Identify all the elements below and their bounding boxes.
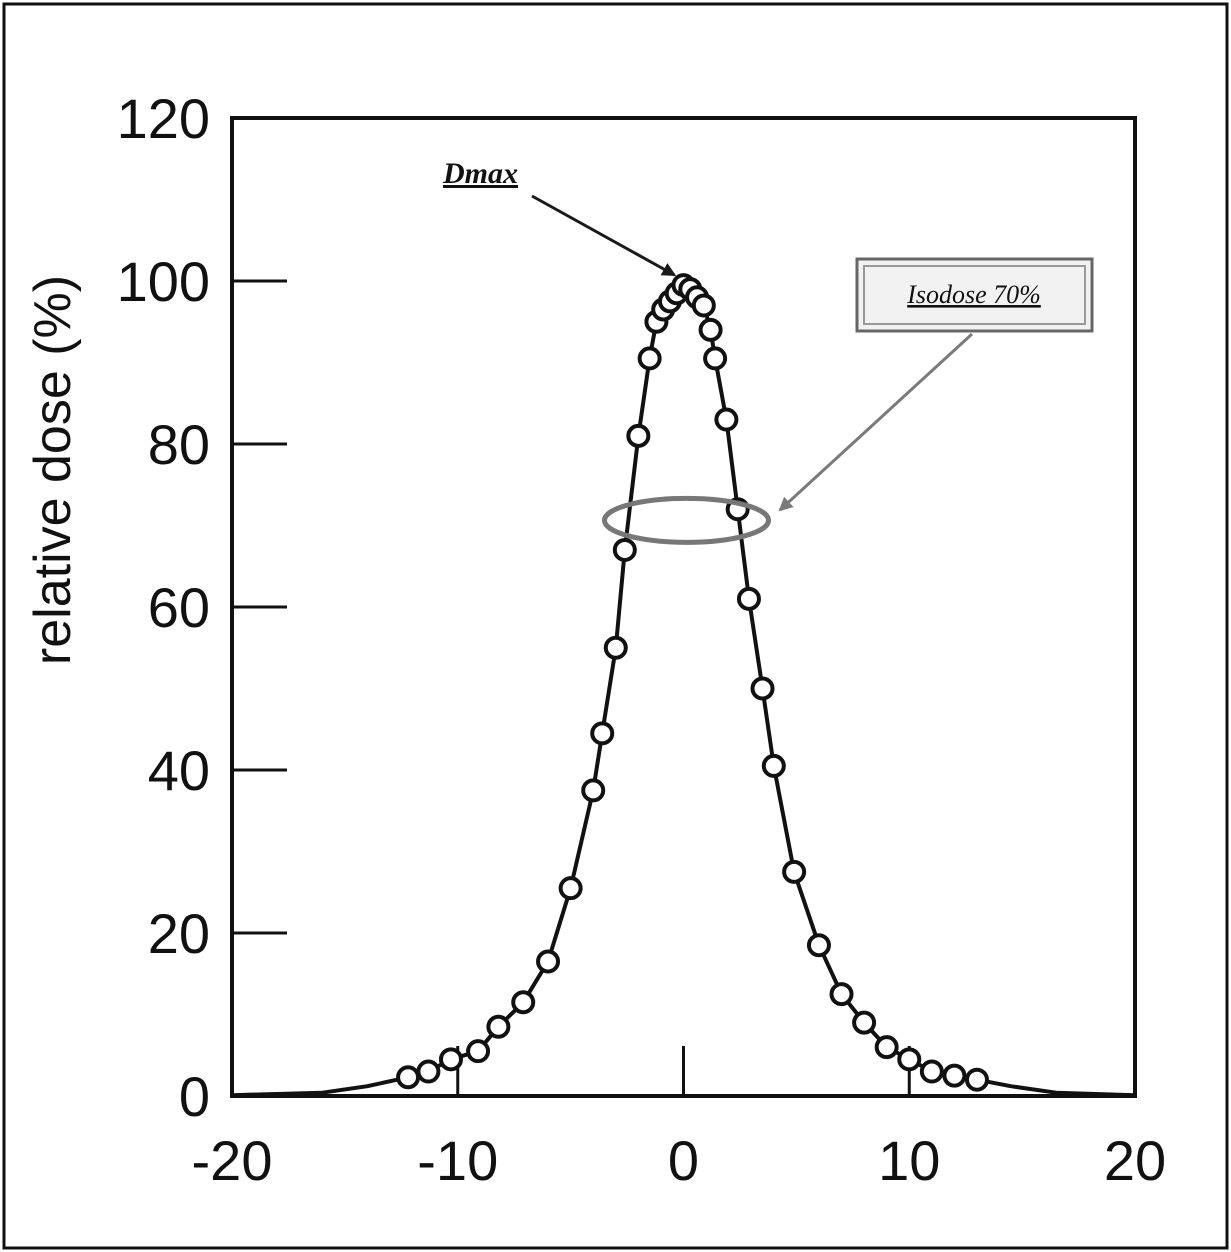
data-point bbox=[782, 859, 807, 884]
y-tick-label: 0 bbox=[179, 1065, 210, 1128]
data-point bbox=[691, 293, 716, 318]
isodose-label-box bbox=[855, 257, 1094, 333]
data-point bbox=[558, 876, 583, 901]
x-tick-label: 0 bbox=[668, 1129, 699, 1192]
data-point bbox=[874, 1035, 899, 1060]
data-point bbox=[603, 635, 628, 660]
isodose-arrow bbox=[778, 332, 974, 512]
y-tick-label: 40 bbox=[148, 739, 210, 802]
data-point bbox=[612, 537, 637, 562]
data-point bbox=[416, 1059, 441, 1084]
data-point bbox=[829, 982, 854, 1007]
labels: 0 20 40 60 80 100 120 -20 -10 0 10 20 bbox=[117, 87, 1167, 1192]
data-point bbox=[396, 1065, 421, 1090]
isodose-annotation-label: Isodose 70% bbox=[906, 280, 1041, 309]
data-point bbox=[897, 1047, 922, 1072]
data-point bbox=[466, 1039, 491, 1064]
x-tick-label: 10 bbox=[878, 1129, 940, 1192]
data-point bbox=[852, 1010, 877, 1035]
annotations: Dmax Isodose 70% bbox=[442, 157, 1094, 545]
data-point bbox=[750, 676, 775, 701]
data-point bbox=[736, 586, 761, 611]
isodose-label-box-inner bbox=[863, 265, 1086, 325]
data-point bbox=[714, 407, 739, 432]
y-axis-title: relative dose (%) bbox=[24, 275, 82, 665]
data-point bbox=[761, 753, 786, 778]
data-point bbox=[942, 1063, 967, 1088]
data-point bbox=[703, 346, 728, 371]
isodose-70-ellipse bbox=[602, 495, 771, 545]
data-point bbox=[438, 1047, 463, 1072]
dmax-annotation-label: Dmax bbox=[442, 157, 518, 190]
y-tick-label: 20 bbox=[148, 902, 210, 965]
data-point bbox=[590, 721, 615, 746]
y-tick-label: 120 bbox=[117, 87, 210, 150]
fit-line bbox=[231, 283, 1136, 1098]
data-point bbox=[626, 423, 651, 448]
data-point bbox=[536, 949, 561, 974]
data-point bbox=[698, 317, 723, 342]
data-point bbox=[486, 1014, 511, 1039]
y-tick-label: 80 bbox=[148, 413, 210, 476]
data-point bbox=[806, 933, 831, 958]
data-point bbox=[919, 1059, 944, 1084]
data-points bbox=[396, 273, 989, 1092]
fit-curve bbox=[231, 283, 1136, 1098]
dmax-arrow bbox=[531, 194, 677, 277]
data-point bbox=[511, 990, 536, 1015]
x-tick-label: -20 bbox=[192, 1129, 273, 1192]
x-tick-label: -10 bbox=[417, 1129, 498, 1192]
x-tick-label: 20 bbox=[1104, 1129, 1166, 1192]
y-tick-label: 60 bbox=[148, 576, 210, 639]
y-tick-label: 100 bbox=[117, 250, 210, 313]
data-point bbox=[637, 346, 662, 371]
data-point bbox=[964, 1067, 989, 1092]
data-point bbox=[581, 778, 606, 803]
